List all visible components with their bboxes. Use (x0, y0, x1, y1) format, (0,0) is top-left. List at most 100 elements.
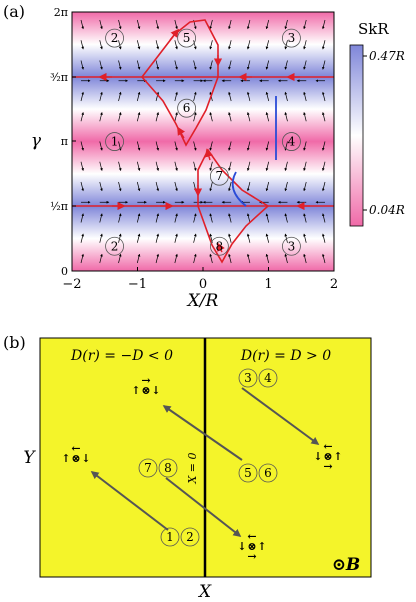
svg-text:↓: ↓ (237, 540, 246, 553)
x-tick-label: 0 (199, 277, 207, 292)
colorbar-title: SkR (358, 20, 389, 38)
svg-text:8: 8 (164, 461, 172, 475)
flow-arrow (174, 253, 178, 264)
field-label: ⊙B (332, 555, 361, 575)
flow-arrow (155, 40, 160, 50)
region-label-1: 1 (105, 132, 124, 151)
svg-text:↑: ↑ (257, 540, 266, 553)
flow-arrow (265, 161, 270, 172)
flow-arrow (322, 181, 326, 192)
flow-arrow (80, 60, 84, 70)
flow-arrow (303, 19, 307, 30)
svg-text:4: 4 (288, 135, 296, 149)
x-tick-label: 2 (330, 277, 338, 292)
colorbar-min: 0.04R (369, 203, 405, 217)
svg-text:4: 4 (264, 371, 272, 385)
spin-symbol: ⊗←↓ ↑→ (237, 530, 266, 563)
divider-label: X = 0 (186, 452, 199, 484)
svg-text:8: 8 (216, 239, 224, 253)
flow-arrow (174, 19, 178, 30)
flow-arrow (136, 91, 141, 102)
region-label-2: 2 (105, 236, 124, 256)
flow-arrow (136, 181, 141, 192)
flow-arrow (155, 233, 160, 243)
flow-arrow (136, 233, 141, 243)
flow-arrow (284, 111, 288, 122)
flow-arrow (284, 161, 288, 172)
flow-arrow (193, 161, 197, 172)
flow-arrow (174, 60, 178, 70)
flow-arrow (265, 60, 270, 70)
flow-arrow (174, 91, 178, 102)
flow-arrow (284, 253, 288, 264)
skr-heatmap (72, 12, 334, 271)
flow-arrow (80, 181, 84, 192)
svg-text:→: → (323, 460, 332, 473)
flow-arrow (228, 213, 232, 223)
y-axis: 2π ³⁄₂π π ½π 0 γ (31, 6, 76, 278)
flow-arrow (174, 161, 178, 172)
svg-text:3: 3 (288, 31, 296, 45)
flow-arrow (284, 91, 288, 102)
trajectory-12 (90, 471, 169, 531)
y-tick-0: 0 (61, 265, 68, 278)
spin-symbols: ⊗→↑ ↓⊗←↑ ↓ ⊗←↓ ↑→⊗←↓ ↑→ (61, 374, 342, 563)
spin-symbol: ⊗←↑ ↓ (61, 442, 90, 465)
flow-arrow (99, 91, 103, 102)
flow-arrow (322, 213, 326, 223)
svg-text:→: → (247, 550, 256, 563)
flow-arrow (322, 40, 326, 50)
flow-arrow (174, 181, 178, 192)
x-tick-label: −1 (128, 277, 147, 292)
flow-arrow (118, 91, 122, 102)
trajectory-34 (241, 387, 320, 445)
flow-arrow (246, 60, 251, 70)
y-axis-label: γ (31, 131, 42, 151)
flow-arrow (322, 233, 326, 243)
flow-arrow (265, 91, 270, 102)
flow-arrow (174, 111, 178, 122)
flow-arrow (193, 141, 197, 151)
svg-text:⊗: ⊗ (141, 384, 150, 397)
svg-text:↑: ↑ (61, 452, 70, 465)
flow-arrow (265, 213, 270, 223)
red-arrows (98, 28, 310, 253)
flow-arrow (193, 253, 197, 264)
flow-arrow (246, 141, 251, 151)
flow-arrow (246, 181, 251, 192)
flow-arrow (303, 141, 307, 151)
flow-arrow (193, 40, 197, 50)
flow-arrow (80, 40, 84, 50)
flow-arrow (209, 60, 213, 70)
flow-arrow (193, 91, 197, 102)
flow-arrow (209, 181, 213, 192)
region-label-7: 7 (209, 166, 229, 186)
flow-arrow (99, 213, 103, 223)
flow-arrow (303, 60, 307, 70)
svg-text:1: 1 (111, 135, 119, 149)
boundary-5-6 (141, 19, 219, 147)
svg-text:↑: ↑ (333, 450, 342, 463)
flow-arrow (209, 253, 213, 264)
state-labels: 1 2 3 4 5 6 7 8 (138, 368, 278, 547)
flow-arrow (99, 233, 103, 243)
panel-b: (b) D(r) = −D < 0 D(r) = D > 0 X = 0 Y X… (3, 333, 372, 602)
svg-text:↑: ↑ (131, 384, 140, 397)
flow-arrow (209, 40, 213, 50)
flow-arrow (303, 161, 307, 172)
flow-arrow (80, 19, 84, 30)
state-label-4: 4 (258, 368, 278, 388)
region-label-5: 5 (177, 28, 197, 48)
flow-arrow (265, 181, 270, 192)
right-title: D(r) = D > 0 (240, 348, 331, 364)
flow-arrow (228, 60, 232, 70)
flow-arrow (80, 161, 84, 172)
flow-arrow (155, 60, 160, 70)
svg-text:2: 2 (111, 31, 119, 45)
svg-text:6: 6 (183, 101, 191, 115)
flow-arrow (99, 19, 103, 30)
region-label-2: 2 (105, 28, 124, 48)
svg-text:→: → (141, 374, 150, 387)
flow-arrow (155, 19, 160, 30)
flow-arrow (80, 233, 84, 243)
